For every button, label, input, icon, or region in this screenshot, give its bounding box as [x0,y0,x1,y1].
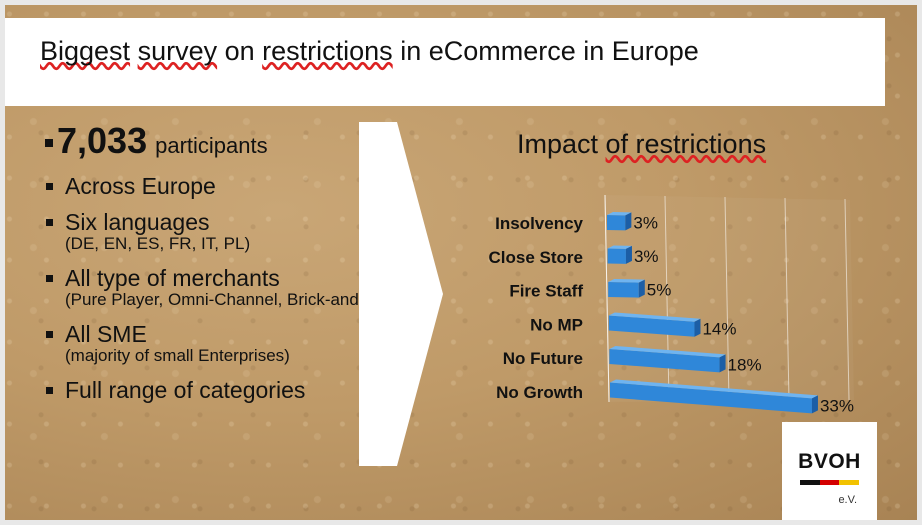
value-label: 18% [728,355,762,374]
category-label: No Growth [496,383,583,402]
chart-gridline [844,198,850,401]
value-label: 33% [820,396,854,415]
bar-end [811,395,818,414]
bullet-item: All type of merchants (Pure Player, Omni-… [45,266,419,310]
value-label: 3% [634,247,659,266]
bar-end [625,212,632,231]
bullet-text: All SME [65,321,147,347]
chart-title: Impact of restrictions [517,129,766,160]
bullet-text: Six languages [65,209,210,235]
slide-title: Biggest survey on restrictions in eComme… [40,36,699,67]
chart-title-start: Impact [517,129,606,159]
bullet-marker [45,138,53,147]
chart-title-end: of restrictions [605,129,767,159]
bullet-item: Across Europe [45,174,419,198]
title-part: Biggest [40,36,131,66]
chevron-shape [359,122,443,466]
value-label: 14% [702,320,736,339]
bar [610,382,812,414]
bullet-text: Across Europe [65,173,216,199]
title-part: survey [137,36,218,66]
bullet-text: Full range of categories [65,377,306,403]
participant-count: 7,033 [57,120,148,161]
logo-text: BVOH [798,450,861,473]
bar [608,282,639,298]
title-part: in eCommerce in Europe [392,36,699,66]
bar-end [638,279,645,298]
bullet-item: Six languages (DE, EN, ES, FR, IT, PL) [45,210,419,254]
title-part: restrictions [262,36,393,66]
bar-top [610,379,818,399]
bar-chart: Insolvency 3% Close Store 3% Fire Staff 5% No … [489,194,854,415]
bar [608,315,695,337]
category-label: No Future [503,349,583,368]
bullet-list: 7,033 participants Across Europe Six langu… [45,120,419,402]
category-label: Fire Staff [509,282,583,301]
bar-end [694,318,701,337]
bar-top [607,245,632,249]
bar [609,349,720,373]
bullet-item: Full range of categories [45,378,419,402]
value-label: 3% [633,213,658,232]
bvoh-logo: BVOH e.V. [782,422,877,520]
chart-gridline [724,196,730,402]
bar-top [608,312,701,322]
chart-gridline [784,197,790,401]
bar-end [625,245,632,264]
highlight-line: 7,033 participants [45,120,419,162]
bullet-subtext: (Pure Player, Omni-Channel, Brick-and-Mo… [65,290,420,309]
slide: Biggest survey on restrictions in eComme… [5,5,917,520]
category-label: Insolvency [495,214,583,233]
bar-end [719,354,726,373]
bar-top [607,212,632,216]
category-label: Close Store [489,248,583,267]
chevron-arrow [359,122,443,466]
bar [607,215,626,231]
participant-label: participants [155,133,268,158]
logo-flag-stripe [800,480,859,485]
title-band: Biggest survey on restrictions in eComme… [5,18,885,106]
logo-subtext: e.V. [838,494,857,506]
bullet-subtext: (DE, EN, ES, FR, IT, PL) [65,234,251,253]
bar [607,248,626,264]
bullet-items: Across Europe Six languages (DE, EN, ES, F… [45,174,419,402]
bullet-text: All type of merchants [65,265,280,291]
title-part: on [217,36,263,66]
category-label: No MP [530,315,583,334]
bullet-subtext: (majority of small Enterprises) [65,346,290,365]
bar-top [609,346,726,358]
bullet-item: All SME (majority of small Enterprises) [45,322,419,366]
chart-axis [604,194,610,403]
bar-top [608,279,645,283]
value-label: 5% [647,281,672,300]
